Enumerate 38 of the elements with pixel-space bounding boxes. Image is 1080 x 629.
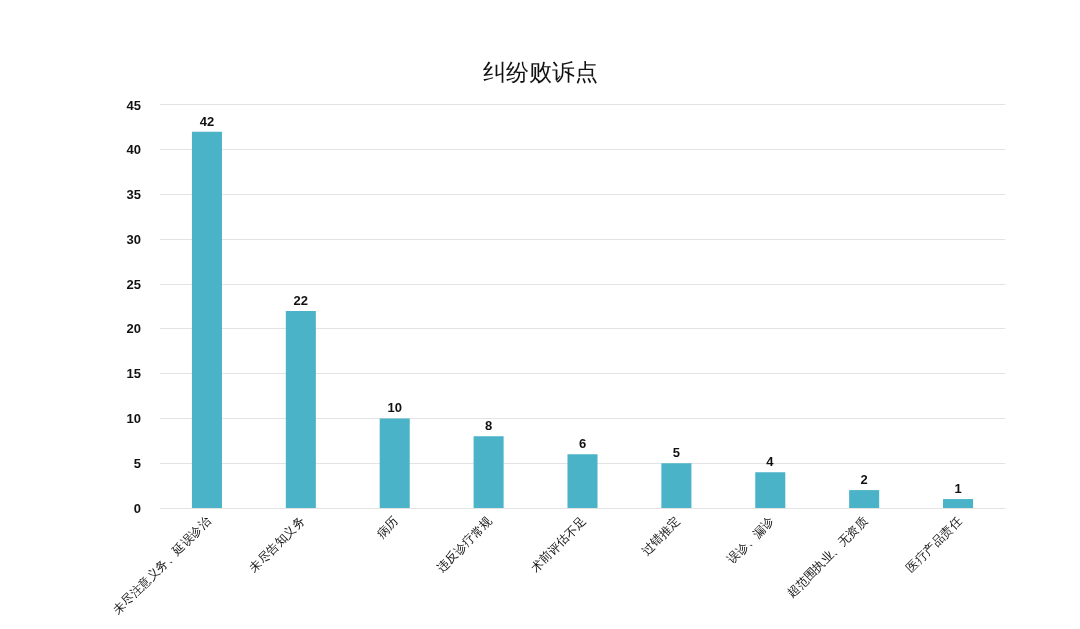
- x-tick-label: 超范围执业、无资质: [784, 513, 871, 601]
- bar: [943, 499, 974, 508]
- y-tick-label: 35: [126, 187, 141, 203]
- y-tick-label: 10: [126, 410, 141, 426]
- data-label: 1: [954, 481, 962, 497]
- data-label: 2: [860, 472, 868, 488]
- y-tick-label: 30: [126, 231, 141, 247]
- x-tick-label: 过错推定: [638, 513, 683, 558]
- x-tick-label: 违反诊疗常规: [434, 513, 495, 575]
- bar: [661, 463, 692, 508]
- data-label: 6: [578, 436, 587, 452]
- x-tick-label: 术前评估不足: [528, 513, 589, 575]
- y-tick-label: 5: [133, 455, 141, 471]
- y-tick-label: 20: [126, 321, 141, 337]
- bar: [191, 131, 222, 508]
- x-tick-label: 未尽告知义务: [246, 513, 308, 575]
- data-label: 5: [672, 445, 681, 461]
- y-tick-label: 0: [133, 500, 141, 516]
- bar: [473, 436, 504, 508]
- x-tick-label: 医疗产品责任: [903, 513, 965, 575]
- x-tick-label: 未尽注意义务、延误诊治: [110, 513, 214, 618]
- y-tick-label: 25: [126, 276, 141, 292]
- x-tick-label: 病历: [374, 513, 402, 541]
- data-label: 10: [387, 400, 402, 416]
- y-tick-label: 45: [126, 97, 141, 113]
- chart-title: 纠纷败诉点: [482, 59, 598, 86]
- y-tick-label: 15: [126, 366, 141, 382]
- data-label: 22: [293, 292, 309, 308]
- bar: [755, 472, 786, 508]
- bar: [849, 490, 880, 508]
- data-label: 4: [766, 454, 775, 470]
- bar: [567, 454, 598, 508]
- data-label: 42: [199, 113, 215, 129]
- y-tick-label: 40: [126, 142, 141, 158]
- data-label: 8: [484, 418, 493, 434]
- bar: [379, 418, 410, 508]
- x-tick-label: 误诊、漏诊: [724, 513, 777, 567]
- bar: [285, 310, 316, 508]
